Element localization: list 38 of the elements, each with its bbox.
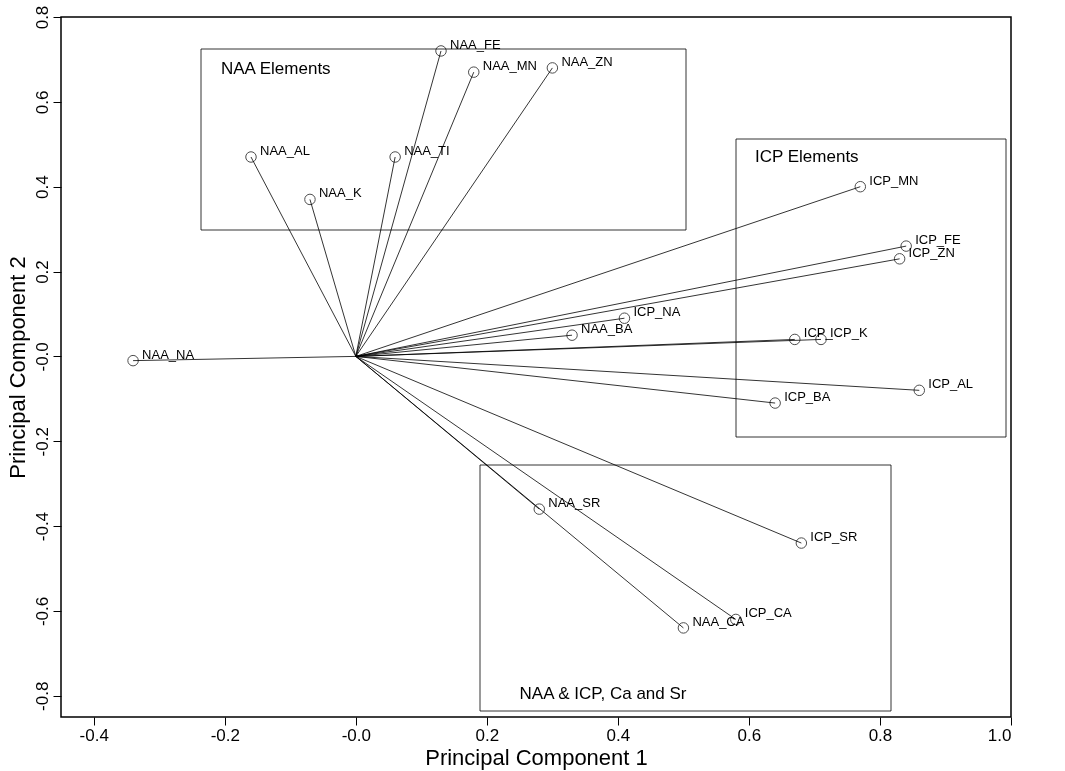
- y-tick-label: 0.2: [32, 260, 52, 284]
- x-tick-label: 0.2: [475, 725, 500, 745]
- y-tick-label: -0.6: [32, 596, 52, 627]
- y-tick-label: -0.8: [32, 681, 52, 711]
- y-tick-label: -0.0: [32, 342, 52, 372]
- data-label: NAA_FE: [450, 36, 501, 52]
- data-label: ICP_SR: [810, 529, 858, 545]
- annotation: NAA & ICP, Ca and Sr: [519, 684, 687, 703]
- y-tick-label: 0.6: [32, 90, 52, 115]
- data-label: ICP_CA: [744, 605, 793, 621]
- x-tick-label: -0.4: [79, 725, 109, 745]
- annotation: ICP Elements: [755, 147, 859, 166]
- y-tick-label: -0.2: [32, 427, 52, 457]
- x-tick-label: 1.0: [987, 725, 1012, 745]
- data-label: NAA_TI: [404, 143, 450, 158]
- data-label: NAA_ZN: [561, 53, 613, 69]
- data-label: NAA_BA: [581, 321, 633, 337]
- data-label: NAA_AL: [260, 143, 310, 158]
- x-axis-title: Principal Component 1: [425, 744, 648, 770]
- data-label: ICP_NA: [633, 304, 681, 320]
- y-axis-title: Principal Component 2: [4, 256, 30, 479]
- data-label: NAA_K: [318, 185, 362, 201]
- x-tick-label: 0.8: [868, 725, 893, 745]
- data-label: ICP_BA: [784, 389, 831, 405]
- data-label: ICP_AL: [928, 376, 974, 392]
- y-tick-label: 0.4: [32, 175, 52, 200]
- data-label: NAA_CA: [692, 613, 745, 629]
- data-label: NAA_SR: [548, 495, 601, 511]
- y-tick-label: 0.8: [32, 5, 52, 30]
- x-tick-label: -0.0: [341, 725, 371, 745]
- y-tick-label: -0.4: [32, 511, 52, 542]
- data-label: NAA_NA: [142, 346, 195, 362]
- annotation: NAA Elements: [221, 59, 331, 78]
- x-tick-label: 0.6: [737, 725, 762, 745]
- x-tick-label: 0.4: [606, 725, 631, 745]
- x-tick-label: -0.2: [210, 725, 240, 745]
- data-label: NAA_MN: [482, 58, 537, 74]
- data-label: ICP_MN: [869, 172, 919, 188]
